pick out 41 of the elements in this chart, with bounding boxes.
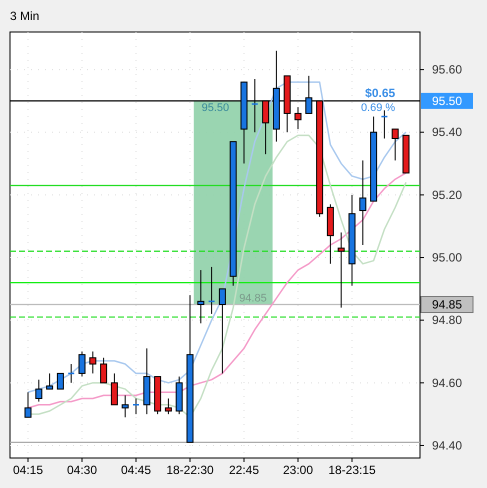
y-tick-label: 94.60	[432, 376, 462, 390]
candlestick	[78, 351, 86, 378]
candlestick	[338, 232, 345, 308]
candlestick	[89, 351, 96, 374]
candlestick	[56, 372, 64, 390]
y-tick-label: 95.40	[432, 125, 462, 140]
ref-line-label: 95.50	[432, 94, 462, 108]
x-tick-label: 18-23:15	[328, 463, 376, 477]
y-tick-label: 95.20	[432, 188, 462, 202]
x-tick-label: 18-22:30	[166, 463, 214, 477]
y-tick-label: 95.00	[432, 250, 462, 265]
y-tick-label: 94.80	[432, 313, 462, 328]
candlestick	[359, 160, 366, 246]
annotation: $0.65	[365, 86, 396, 100]
y-tick-label: 95.60	[432, 62, 462, 77]
x-tick-label: 04:15	[12, 463, 44, 477]
annotation: 0.69 %	[360, 102, 396, 114]
candlestick	[67, 364, 75, 384]
candlestick	[122, 394, 129, 418]
candlestick	[46, 372, 54, 390]
ref-line-label: 94.85	[432, 298, 462, 312]
candlestick	[197, 270, 204, 324]
chart-title: 3 Min	[10, 9, 40, 23]
annotation: 95.50	[202, 102, 230, 114]
x-tick-label: 04:30	[66, 463, 98, 477]
y-tick-label: 94.40	[432, 438, 462, 452]
x-tick-label: 04:45	[120, 463, 152, 477]
candlestick	[294, 106, 302, 130]
x-tick-label: 23:00	[282, 463, 314, 477]
candlestick	[132, 398, 140, 415]
x-tick-label: 22:45	[228, 463, 260, 477]
candlestick	[380, 110, 388, 139]
candlestick	[392, 128, 399, 161]
candlestick	[24, 392, 32, 418]
candlestick	[35, 379, 42, 402]
candlestick	[100, 357, 108, 384]
candlestick	[164, 398, 172, 415]
candlestick	[218, 288, 226, 374]
annotation: 94.85	[239, 292, 267, 305]
candlestick	[208, 266, 216, 314]
candlestick	[110, 372, 118, 406]
